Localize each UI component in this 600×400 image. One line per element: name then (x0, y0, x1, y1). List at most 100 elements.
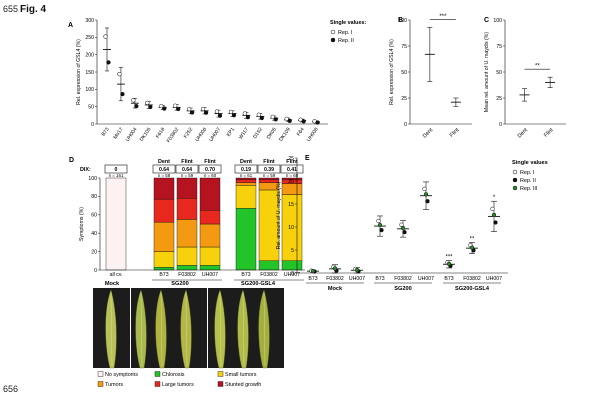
panel-d-n-label: n = 60 (204, 173, 217, 178)
panel-a-dot (273, 117, 278, 122)
panel-c-y-tick-label: 75 (496, 44, 502, 50)
panel-a-dot (134, 103, 139, 109)
panel-a-dot (301, 119, 306, 124)
legend-ac-label: Rep. II (338, 38, 354, 44)
panel-a-dot (176, 106, 181, 112)
panel-d-dix-label: DIX: (80, 167, 91, 173)
panel-d-x-tick-label: all cv. (110, 272, 123, 278)
leaf-photo (105, 289, 117, 369)
panel-e-dot (332, 266, 338, 271)
panel-d-n-label: n = 61 (240, 173, 253, 178)
panel-d-dix-box (234, 164, 258, 174)
panel-a-x-tick-label: F03802 (166, 127, 181, 145)
panel-a-y-tick-label: 0 (91, 122, 94, 128)
panel-d-dix-value: 0 (115, 167, 118, 173)
legend-e-label: Rep. III (520, 186, 537, 192)
panel-c-y-tick-label: 100 (493, 18, 502, 24)
panel-e-dot (446, 261, 452, 267)
panel-a-dot (162, 106, 167, 111)
panel-d-dix-box (175, 164, 199, 174)
panel-d-group-header: Flint (286, 159, 298, 165)
panel-d-bar-segment (153, 221, 175, 252)
panel-d-n-label: n = 59 (181, 173, 194, 178)
symptom-legend-label: No symptoms (105, 372, 138, 378)
panel-a-x-tick-label: F252 (183, 127, 195, 140)
legend-e-label: Rep. I (520, 170, 534, 176)
panel-d-treatment-label: SG200-GSL4 (241, 281, 276, 287)
panel-b-x-tick-label: Dent (422, 127, 435, 140)
panel-d-bar-segment (176, 246, 198, 266)
panel-d-bar-segment (153, 177, 175, 200)
panel-d-bar-segment (199, 177, 221, 211)
panel-a-dot (186, 107, 192, 112)
panel-a-dot (256, 112, 261, 117)
panel-e-y-tick-label: 15 (288, 202, 294, 208)
panel-e-dot (491, 212, 497, 218)
panel-a-dot (214, 109, 220, 114)
panel-e-dot (402, 230, 407, 235)
panel-d-bar-segment (176, 219, 198, 248)
panel-e-dot (379, 227, 384, 233)
leaf-midrib (242, 291, 245, 367)
symptom-legend-swatch (154, 371, 161, 377)
panel-a-y-tick-label: 50 (88, 104, 94, 110)
panel-label: A (68, 22, 73, 29)
panel-e-significance: *** (445, 255, 453, 261)
panel-c-x-tick-label: Flint (543, 127, 555, 139)
panel-e-x-tick-label: F03802 (463, 276, 481, 282)
panel-a-dot (287, 118, 292, 124)
panel-a-dot (120, 91, 125, 97)
leaf-photo (258, 289, 270, 369)
panel-e-significance: * (493, 195, 496, 201)
panel-e-y-tick-label: 25 (288, 156, 294, 162)
panel-d-treatment-label: SG200 (171, 281, 188, 287)
panel-e-y-label: Rel. amount of U. maydis (%) (276, 181, 282, 249)
panel-a-x-tick-label: DK05 (266, 127, 278, 141)
panel-a-dot (270, 114, 275, 120)
panel-e-group-label: SG200-GSL4 (455, 286, 490, 292)
panel-a-dot (284, 116, 289, 121)
panel-d-y-tick-label: 60 (91, 213, 97, 219)
panel-a-x-tick-label: UH004 (125, 127, 139, 143)
panel-d-y-tick-label: 20 (91, 249, 97, 255)
panel-c-y-tick-label: 50 (496, 70, 502, 76)
panel-e-dot (376, 218, 381, 224)
panel-c-y-label: Mean rel. amount of U. maydis (%) (484, 32, 490, 112)
panel-d-bar-segment (281, 177, 303, 181)
panel-c-x-tick-label: Dent (517, 127, 530, 140)
symptom-legend-label: Stunted growth (225, 382, 261, 388)
panel-d-n-label: n = 60 (286, 173, 299, 178)
leaf-midrib (263, 291, 266, 367)
legend-ac-marker (330, 29, 336, 35)
panel-a-dot (200, 106, 206, 112)
panel-e-dot (310, 268, 316, 274)
panel-d-bar-segment (199, 209, 221, 225)
symptom-legend-label: Large tumors (162, 382, 194, 388)
panel-d-y-label: Symptoms (%) (79, 207, 85, 241)
legend-ac-title: Single values: (330, 20, 366, 26)
leaf-photo (237, 289, 249, 369)
panel-a-x-tick-label: Mo17 (112, 127, 124, 141)
symptom-legend-label: Chlorosis (162, 372, 185, 378)
panel-d-treatment-label: Mock (105, 281, 120, 287)
panel-d-x-tick-label: F03802 (260, 272, 278, 278)
panel-d-bar-segment (235, 177, 257, 181)
panel-b-y-tick-label: 50 (401, 70, 407, 76)
panel-d-x-tick-label: UH007 (202, 272, 218, 278)
leaf-midrib (160, 291, 163, 367)
symptom-legend-label: Tumors (105, 382, 123, 388)
panel-a-y-tick-label: 150 (85, 70, 94, 76)
panel-d-group-header: Flint (263, 159, 275, 165)
panel-d-bar-segment (105, 177, 127, 271)
panel-e-y-tick-label: 5 (291, 248, 294, 254)
panel-e-dot (400, 225, 406, 231)
panel-e-x-tick-label: UH007 (486, 276, 502, 282)
figure-title: Fig. 4 (20, 4, 47, 15)
panel-b-significance: *** (439, 14, 447, 20)
panel-d-dix-value: 0.64 (182, 167, 192, 173)
panel-d-bar-segment (281, 260, 303, 271)
panel-d-dix-box (257, 164, 281, 174)
panel-a-dot (103, 34, 108, 39)
panel-d-bar-segment (199, 223, 221, 248)
panel-a-dot (259, 115, 264, 121)
